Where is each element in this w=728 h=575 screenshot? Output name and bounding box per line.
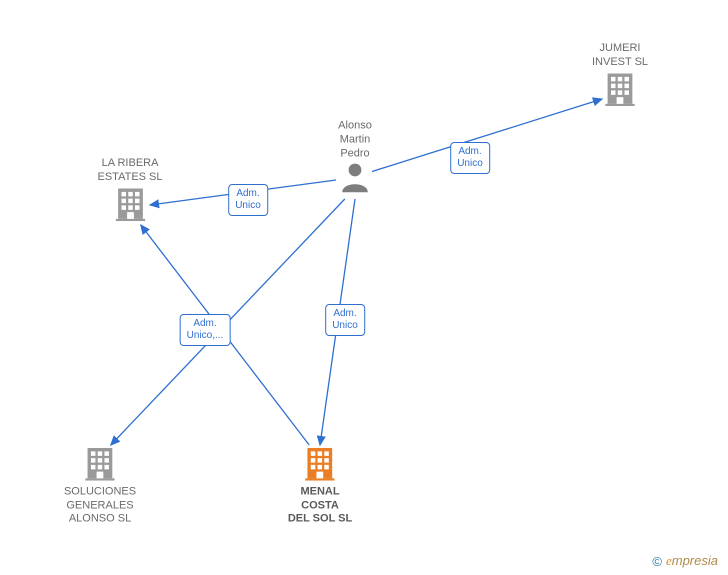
node-laribera[interactable]: LA RIBERA ESTATES SL: [98, 157, 163, 225]
edge-label: Adm. Unico,...: [180, 314, 231, 346]
copyright-symbol: ©: [652, 554, 662, 569]
node-label: SOLUCIONES GENERALES ALONSO SL: [64, 485, 136, 526]
building-icon: [602, 70, 638, 111]
node-label: LA RIBERA ESTATES SL: [98, 157, 163, 185]
node-label: Alonso Martin Pedro: [338, 119, 372, 160]
node-menal[interactable]: MENAL COSTA DEL SOL SL: [288, 445, 352, 527]
node-person_center[interactable]: Alonso Martin Pedro: [338, 119, 372, 199]
node-label: JUMERI INVEST SL: [592, 42, 648, 70]
network-diagram: Alonso Martin Pedro JUMERI INVEST SL LA …: [0, 0, 728, 575]
node-jumeri[interactable]: JUMERI INVEST SL: [592, 42, 648, 110]
edge-label: Adm. Unico: [228, 184, 268, 216]
edge-label: Adm. Unico: [325, 304, 365, 336]
node-label: MENAL COSTA DEL SOL SL: [288, 485, 352, 526]
edge-label: Adm. Unico: [450, 142, 490, 174]
watermark-text: empresia: [666, 553, 718, 569]
node-soluciones[interactable]: SOLUCIONES GENERALES ALONSO SL: [64, 445, 136, 527]
building-icon: [112, 185, 148, 226]
person-icon: [338, 161, 372, 200]
building-icon: [302, 445, 338, 486]
building-icon: [82, 445, 118, 486]
watermark: © empresia: [652, 553, 718, 569]
